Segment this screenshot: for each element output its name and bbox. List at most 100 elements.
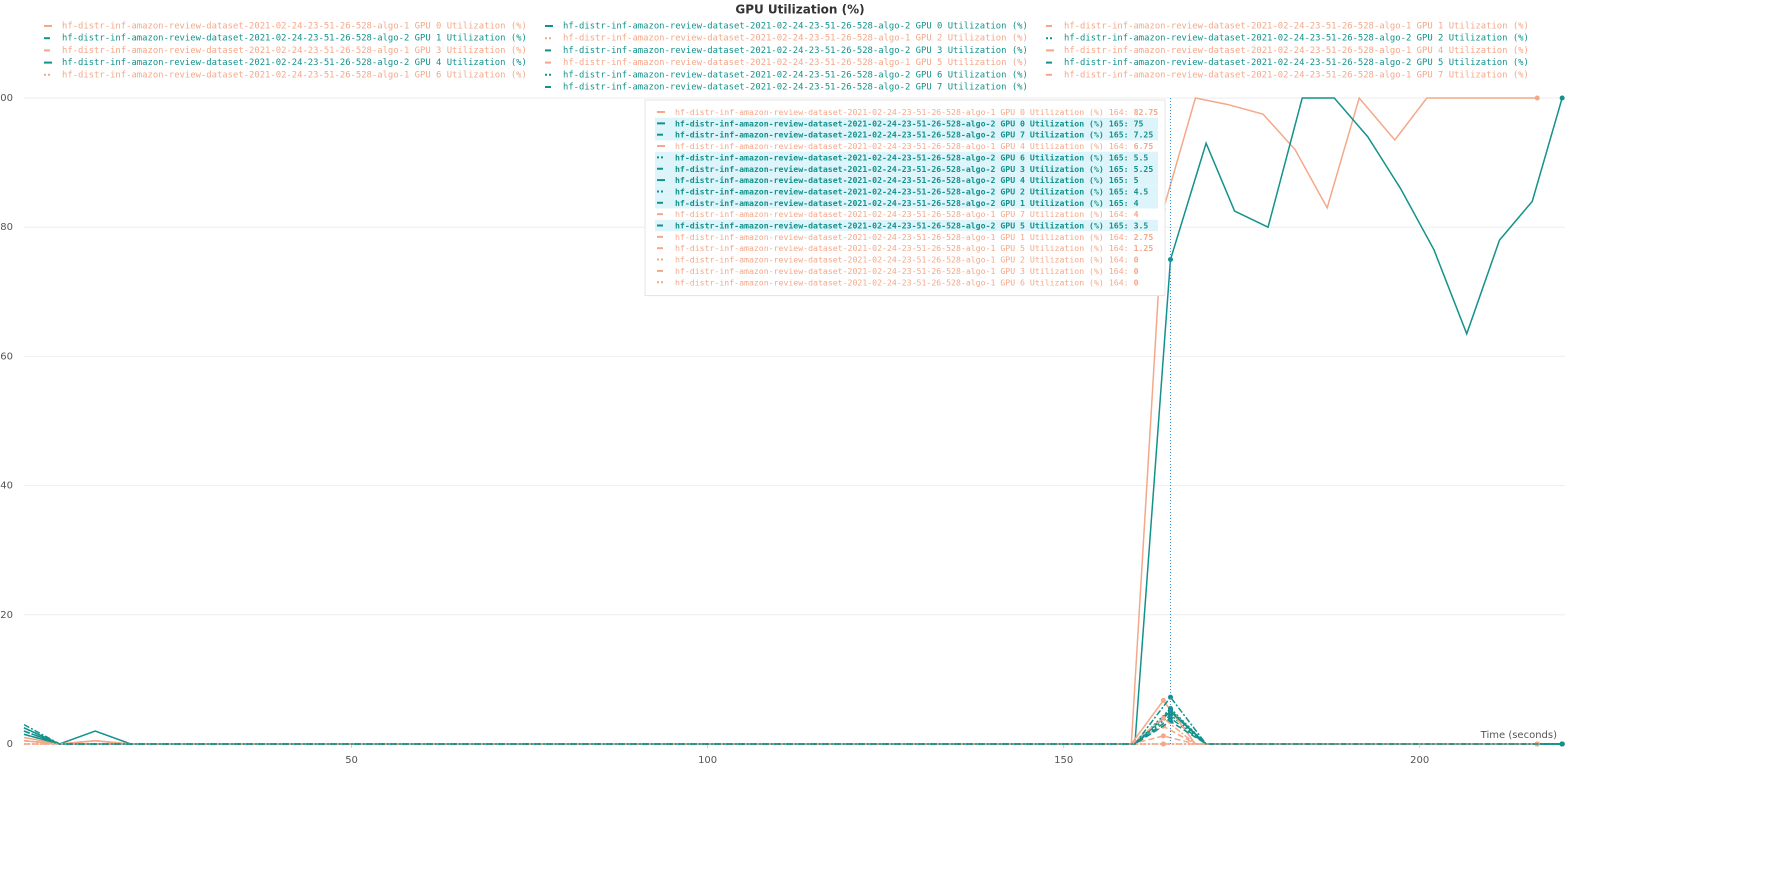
legend-label: hf-distr-inf-amazon-review-dataset-2021-…: [62, 46, 527, 56]
point: [1559, 95, 1565, 101]
tooltip-value: 7.25: [1134, 129, 1154, 139]
tooltip-highlight: [655, 219, 1158, 232]
point: [1160, 733, 1166, 739]
tooltip-row: hf-distr-inf-amazon-review-dataset-2021-…: [675, 163, 1153, 173]
legend-label: hf-distr-inf-amazon-review-dataset-2021-…: [62, 70, 527, 80]
series-line: [23, 710, 1563, 745]
tooltip-name: hf-distr-inf-amazon-review-dataset-2021-…: [675, 220, 1104, 230]
tooltip-name: hf-distr-inf-amazon-review-dataset-2021-…: [675, 254, 1104, 264]
series-line: [23, 725, 1538, 745]
legend-label: hf-distr-inf-amazon-review-dataset-2021-…: [563, 46, 1028, 56]
tooltip-name: hf-distr-inf-amazon-review-dataset-2021-…: [675, 277, 1104, 287]
tooltip-row: hf-distr-inf-amazon-review-dataset-2021-…: [675, 118, 1144, 128]
tooltip-highlight: [655, 197, 1158, 209]
tooltip-row: hf-distr-inf-amazon-review-dataset-2021-…: [675, 107, 1158, 117]
legend-label: hf-distr-inf-amazon-review-dataset-2021-…: [563, 58, 1028, 68]
tooltip-name: hf-distr-inf-amazon-review-dataset-2021-…: [675, 186, 1104, 196]
tooltip-row: hf-distr-inf-amazon-review-dataset-2021-…: [675, 209, 1139, 219]
series-line: [23, 707, 1563, 745]
tooltip-value: 6.75: [1134, 141, 1154, 151]
tooltip-value: 0: [1134, 254, 1139, 264]
legend-label: hf-distr-inf-amazon-review-dataset-2021-…: [62, 58, 527, 68]
tooltip-row: hf-distr-inf-amazon-review-dataset-2021-…: [675, 152, 1148, 162]
point: [1167, 694, 1173, 700]
tooltip-value: 4.5: [1134, 186, 1149, 196]
series-line: [23, 713, 1563, 745]
tooltip-x: 165:: [1109, 197, 1129, 207]
tooltip-value: 2.75: [1134, 231, 1154, 241]
tooltip-highlight: [655, 151, 1158, 164]
tooltip-value: 4: [1134, 209, 1139, 219]
series-line: [23, 97, 1563, 745]
tooltip-value: 0: [1134, 265, 1139, 275]
series-line: [23, 695, 1563, 745]
tooltip-row: hf-distr-inf-amazon-review-dataset-2021-…: [675, 186, 1148, 196]
tooltip-x: 165:: [1109, 129, 1129, 139]
tooltip-row: hf-distr-inf-amazon-review-dataset-2021-…: [675, 254, 1139, 264]
tooltip-name: hf-distr-inf-amazon-review-dataset-2021-…: [675, 197, 1104, 207]
tooltip-row: hf-distr-inf-amazon-review-dataset-2021-…: [675, 220, 1148, 230]
tooltip-x: 164:: [1109, 243, 1129, 253]
tooltip-name: hf-distr-inf-amazon-review-dataset-2021-…: [675, 163, 1104, 173]
tooltip-name: hf-distr-inf-amazon-review-dataset-2021-…: [675, 231, 1104, 241]
tooltip-x: 165:: [1109, 118, 1129, 128]
tooltip-highlight: [655, 163, 1158, 175]
tooltip-value: 5.25: [1134, 163, 1154, 173]
legend-label: hf-distr-inf-amazon-review-dataset-2021-…: [563, 34, 1028, 44]
tooltip-row: hf-distr-inf-amazon-review-dataset-2021-…: [675, 141, 1153, 151]
y-tick-label: 60: [0, 351, 13, 362]
series-line: [23, 717, 1538, 745]
tooltip-x: 164:: [1109, 277, 1129, 287]
tooltip-name: hf-distr-inf-amazon-review-dataset-2021-…: [675, 175, 1104, 185]
x-tick-label: 200: [1410, 755, 1429, 766]
tooltip-x: 164:: [1109, 141, 1129, 151]
legend-label: hf-distr-inf-amazon-review-dataset-2021-…: [62, 34, 527, 44]
tooltip-name: hf-distr-inf-amazon-review-dataset-2021-…: [675, 152, 1104, 162]
tooltip-value: 3.5: [1134, 220, 1149, 230]
y-tick-label: 20: [0, 610, 13, 621]
tooltip-row: hf-distr-inf-amazon-review-dataset-2021-…: [675, 231, 1153, 241]
tooltip-value: 4: [1134, 197, 1139, 207]
tooltip-x: 165:: [1109, 163, 1129, 173]
series-line: [24, 735, 1538, 745]
point: [1559, 741, 1565, 747]
tooltip-x: 164:: [1109, 265, 1129, 275]
tooltip-row: hf-distr-inf-amazon-review-dataset-2021-…: [675, 277, 1139, 287]
tooltip-value: 5.5: [1134, 152, 1149, 162]
tooltip-name: hf-distr-inf-amazon-review-dataset-2021-…: [675, 243, 1104, 253]
tooltip-highlight: [655, 185, 1158, 198]
tooltip-x: 165:: [1109, 175, 1129, 185]
point: [1167, 705, 1173, 711]
tooltip-row: hf-distr-inf-amazon-review-dataset-2021-…: [675, 265, 1139, 275]
series-line: [23, 720, 1563, 745]
x-tick-label: 50: [345, 755, 358, 766]
tooltip-highlight: [655, 117, 1158, 130]
tooltip-x: 164:: [1109, 254, 1129, 264]
tooltip-row: hf-distr-inf-amazon-review-dataset-2021-…: [675, 129, 1153, 139]
legend-label: hf-distr-inf-amazon-review-dataset-2021-…: [1064, 34, 1529, 44]
point: [1160, 715, 1166, 721]
point: [1167, 257, 1173, 262]
x-axis-label: Time (seconds): [1480, 730, 1557, 741]
legend-label: hf-distr-inf-amazon-review-dataset-2021-…: [563, 22, 1028, 32]
point: [1160, 697, 1166, 703]
tooltip-highlight: [655, 129, 1158, 141]
legend-label: hf-distr-inf-amazon-review-dataset-2021-…: [1064, 70, 1529, 80]
series-line: [23, 709, 1563, 745]
y-tick-label: 80: [0, 222, 13, 233]
point: [1534, 95, 1540, 101]
x-tick-label: 100: [698, 755, 717, 766]
tooltip-value: 0: [1134, 277, 1139, 287]
tooltip-value: 75: [1134, 118, 1144, 128]
tooltip-x: 165:: [1109, 186, 1129, 196]
y-tick-label: 0: [7, 739, 13, 750]
legend-label: hf-distr-inf-amazon-review-dataset-2021-…: [1064, 22, 1529, 32]
y-tick-label: 40: [0, 481, 13, 492]
tooltip-x: 165:: [1109, 152, 1129, 162]
tooltip-value: 5: [1134, 175, 1139, 185]
legend-label: hf-distr-inf-amazon-review-dataset-2021-…: [1064, 46, 1529, 56]
tooltip-value: 1.25: [1134, 243, 1154, 253]
tooltip-x: 164:: [1109, 209, 1129, 219]
series-line: [23, 699, 1538, 745]
